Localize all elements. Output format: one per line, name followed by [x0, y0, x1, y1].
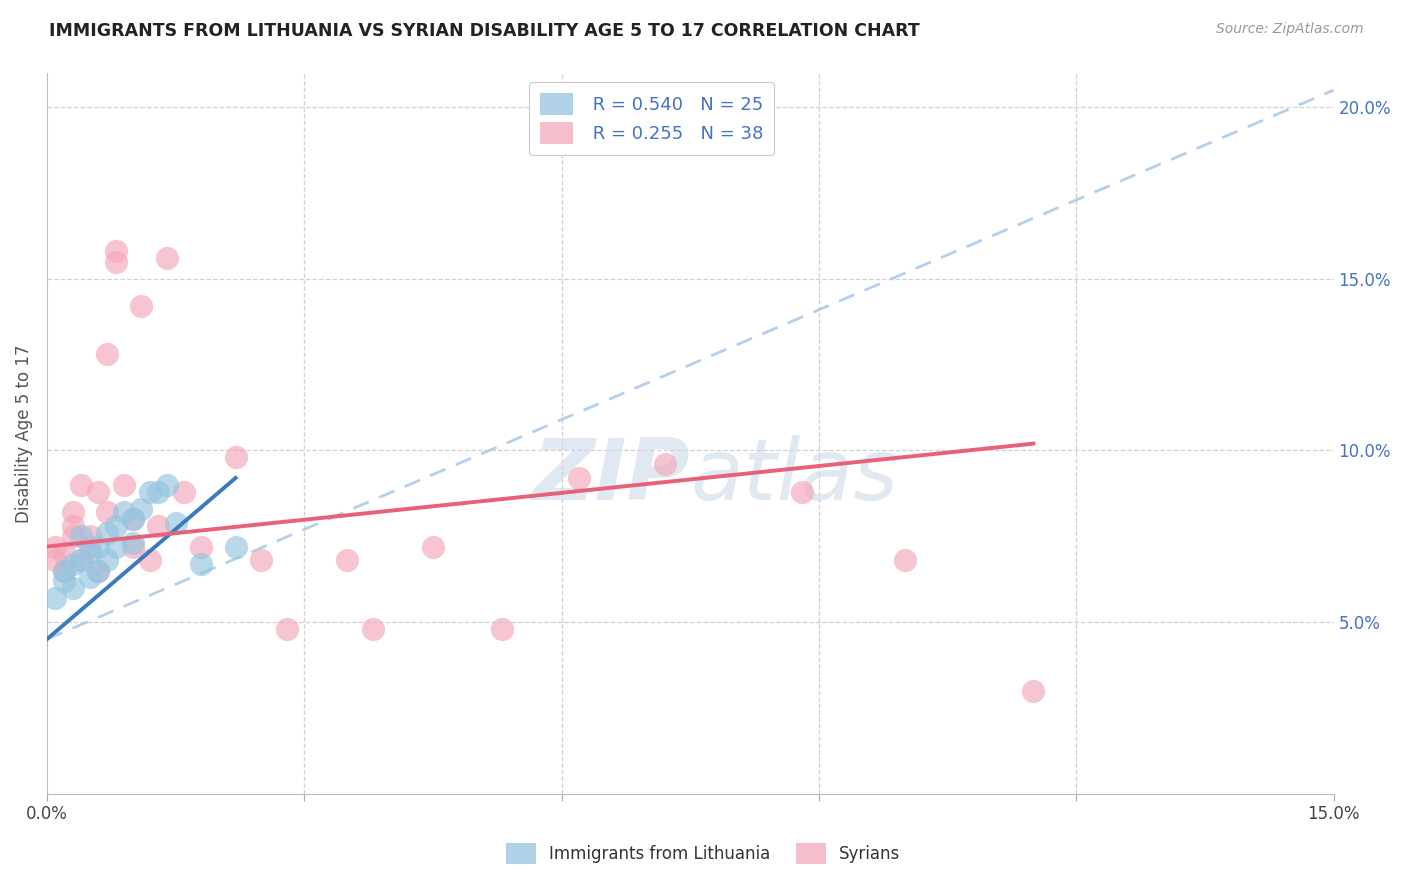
- Point: [129, 501, 152, 516]
- Point: [62, 581, 84, 595]
- Point: [276, 622, 298, 636]
- Point: [79, 529, 101, 543]
- Point: [139, 484, 162, 499]
- Point: [87, 484, 110, 499]
- Point: [62, 557, 84, 571]
- Point: [139, 553, 162, 567]
- Point: [79, 570, 101, 584]
- Point: [96, 347, 118, 361]
- Point: [87, 564, 110, 578]
- Text: Source: ZipAtlas.com: Source: ZipAtlas.com: [1216, 22, 1364, 37]
- Point: [190, 557, 212, 571]
- Point: [87, 540, 110, 554]
- Point: [53, 574, 76, 588]
- Point: [104, 254, 127, 268]
- Point: [96, 553, 118, 567]
- Point: [148, 519, 170, 533]
- Point: [336, 553, 359, 567]
- Point: [173, 484, 195, 499]
- Legend:  R = 0.540   N = 25,  R = 0.255   N = 38: R = 0.540 N = 25, R = 0.255 N = 38: [529, 82, 775, 155]
- Point: [44, 553, 66, 567]
- Point: [568, 471, 591, 485]
- Legend: Immigrants from Lithuania, Syrians: Immigrants from Lithuania, Syrians: [499, 837, 907, 871]
- Point: [53, 546, 76, 560]
- Text: IMMIGRANTS FROM LITHUANIA VS SYRIAN DISABILITY AGE 5 TO 17 CORRELATION CHART: IMMIGRANTS FROM LITHUANIA VS SYRIAN DISA…: [49, 22, 920, 40]
- Text: atlas: atlas: [690, 435, 898, 518]
- Point: [44, 540, 66, 554]
- Point: [96, 525, 118, 540]
- Point: [121, 536, 143, 550]
- Point: [1022, 683, 1045, 698]
- Point: [156, 478, 179, 492]
- Point: [225, 450, 247, 465]
- Point: [104, 519, 127, 533]
- Point: [225, 540, 247, 554]
- Point: [96, 505, 118, 519]
- Text: ZIP: ZIP: [533, 435, 690, 518]
- Point: [104, 244, 127, 259]
- Point: [70, 478, 93, 492]
- Point: [165, 516, 187, 530]
- Point: [79, 540, 101, 554]
- Point: [70, 529, 93, 543]
- Point: [250, 553, 273, 567]
- Point: [44, 591, 66, 605]
- Point: [53, 564, 76, 578]
- Point: [62, 529, 84, 543]
- Point: [79, 546, 101, 560]
- Point: [190, 540, 212, 554]
- Point: [70, 553, 93, 567]
- Point: [129, 299, 152, 313]
- Point: [654, 457, 676, 471]
- Point: [70, 553, 93, 567]
- Point: [104, 540, 127, 554]
- Point: [121, 512, 143, 526]
- Point: [112, 505, 135, 519]
- Point: [422, 540, 444, 554]
- Point: [62, 519, 84, 533]
- Point: [790, 484, 813, 499]
- Point: [361, 622, 384, 636]
- Point: [87, 564, 110, 578]
- Y-axis label: Disability Age 5 to 17: Disability Age 5 to 17: [15, 344, 32, 523]
- Point: [62, 505, 84, 519]
- Point: [893, 553, 915, 567]
- Point: [121, 512, 143, 526]
- Point: [112, 478, 135, 492]
- Point: [148, 484, 170, 499]
- Point: [156, 252, 179, 266]
- Point: [491, 622, 513, 636]
- Point: [121, 540, 143, 554]
- Point: [53, 564, 76, 578]
